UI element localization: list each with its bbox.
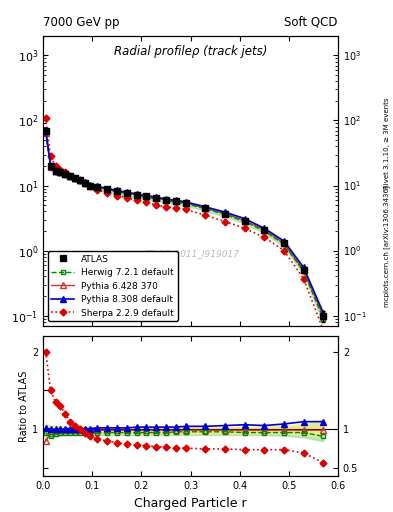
Text: ATLAS_2011_I919017: ATLAS_2011_I919017 — [142, 249, 239, 258]
X-axis label: Charged Particle r: Charged Particle r — [134, 497, 247, 509]
Text: 7000 GeV pp: 7000 GeV pp — [43, 16, 120, 29]
Y-axis label: Ratio to ATLAS: Ratio to ATLAS — [19, 370, 29, 442]
Legend: ATLAS, Herwig 7.2.1 default, Pythia 6.428 370, Pythia 8.308 default, Sherpa 2.2.: ATLAS, Herwig 7.2.1 default, Pythia 6.42… — [48, 251, 178, 321]
Text: mcplots.cern.ch [arXiv:1306.3436]: mcplots.cern.ch [arXiv:1306.3436] — [384, 185, 391, 307]
Text: Soft QCD: Soft QCD — [285, 16, 338, 29]
Text: Rivet 3.1.10, ≥ 3M events: Rivet 3.1.10, ≥ 3M events — [384, 98, 390, 189]
Text: Radial profileρ (track jets): Radial profileρ (track jets) — [114, 45, 267, 57]
